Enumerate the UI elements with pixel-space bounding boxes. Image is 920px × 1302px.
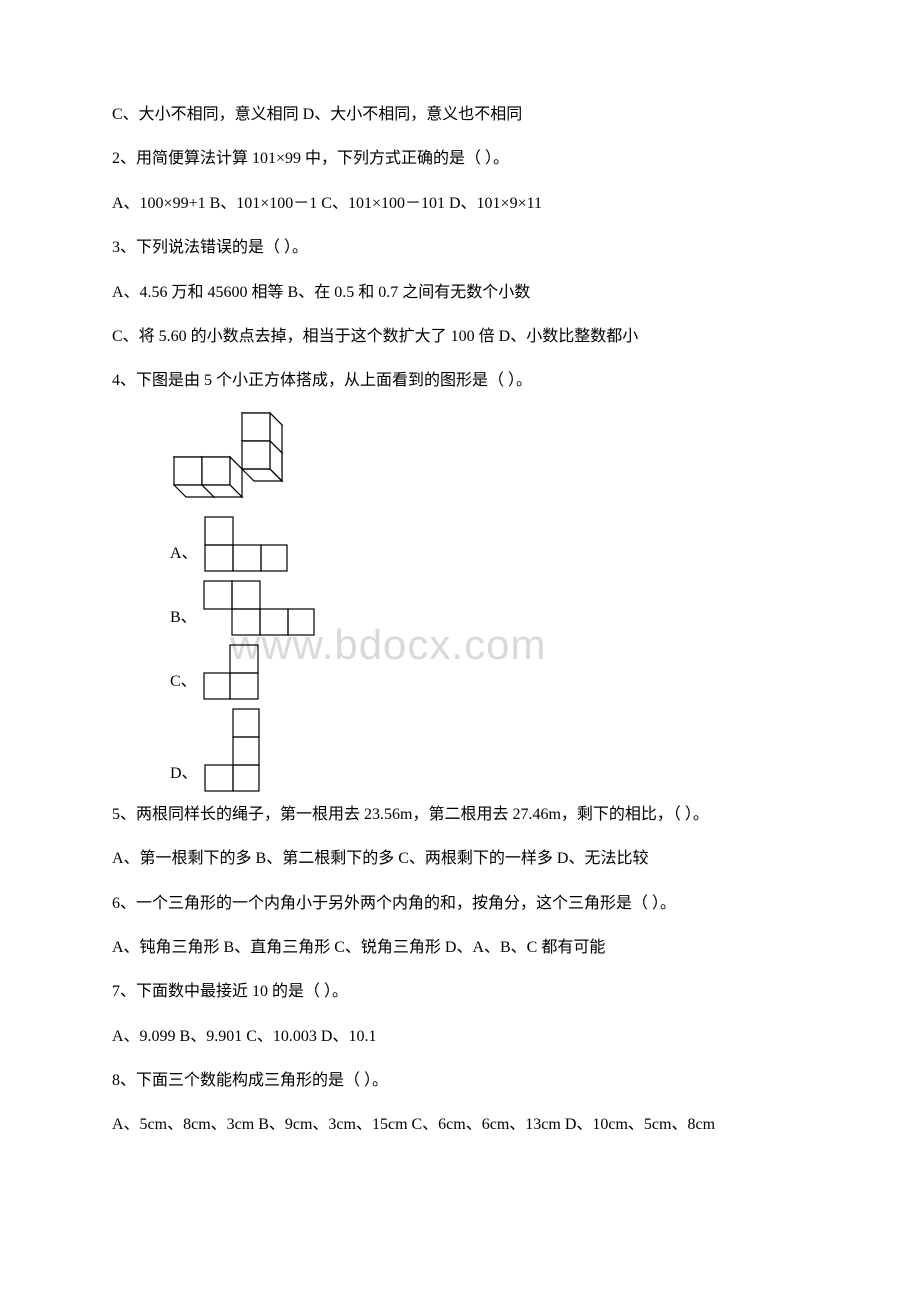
text-line: 6、一个三角形的一个内角小于另外两个内角的和，按角分，这个三角形是（ ）。 [80,889,840,919]
text-line: 5、两根同样长的绳子，第一根用去 23.56m，第二根用去 27.46m，剩下的… [80,800,840,830]
text-line: A、9.099 B、9.901 C、10.003 D、10.1 [80,1022,840,1052]
option-d-row: D、 [170,708,840,792]
q5-part1: 5、两根同样长的绳子，第一根用去 23.56m，第二根用去 27.46m，剩下的… [112,806,709,823]
text-line: A、钝角三角形 B、直角三角形 C、锐角三角形 D、A、B、C 都有可能 [80,933,840,963]
option-label: B、 [170,603,197,635]
option-a-figure [204,516,288,572]
document-content: C、大小不相同，意义相同 D、大小不相同，意义也不相同 2、用简便算法计算 10… [80,100,840,1141]
option-label: A、 [170,539,198,571]
option-a-row: A、 [170,516,840,572]
text-line: A、100×99+1 B、101×100－1 C、101×100－101 D、1… [80,189,840,219]
option-b-figure [203,580,315,636]
option-label: D、 [170,759,198,791]
text-line: 3、下列说法错误的是（ ）。 [80,233,840,263]
cube-3d-figure [170,411,840,506]
option-label: C、 [170,667,197,699]
option-d-figure [204,708,260,792]
text-line: 7、下面数中最接近 10 的是（ ）。 [80,977,840,1007]
option-b-row: B、 [170,580,840,636]
text-line: 8、下面三个数能构成三角形的是（ ）。 [80,1066,840,1096]
text-line: C、大小不相同，意义相同 D、大小不相同，意义也不相同 [80,100,840,130]
option-c-figure [203,644,259,700]
text-line: A、5cm、8cm、3cm B、9cm、3cm、15cm C、6cm、6cm、1… [80,1110,840,1140]
text-line: A、第一根剩下的多 B、第二根剩下的多 C、两根剩下的一样多 D、无法比较 [80,844,840,874]
text-line: 2、用简便算法计算 101×99 中，下列方式正确的是（ ）。 [80,144,840,174]
text-line: 4、下图是由 5 个小正方体搭成，从上面看到的图形是（ ）。 [80,366,840,396]
text-line: A、4.56 万和 45600 相等 B、在 0.5 和 0.7 之间有无数个小… [80,278,840,308]
option-c-row: C、 [170,644,840,700]
text-line: C、将 5.60 的小数点去掉，相当于这个数扩大了 100 倍 D、小数比整数都… [80,322,840,352]
q8-answers: A、5cm、8cm、3cm B、9cm、3cm、15cm C、6cm、6cm、1… [112,1116,715,1133]
